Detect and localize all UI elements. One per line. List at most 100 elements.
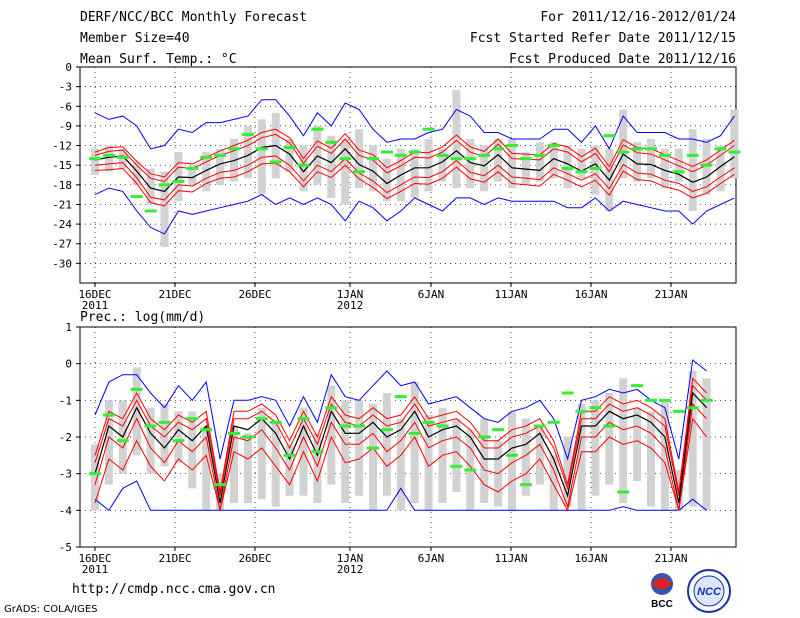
- range-bar: [188, 165, 197, 185]
- chart-title: DERF/NCC/BCC Monthly Forecast: [80, 10, 307, 25]
- range-bar: [619, 378, 628, 503]
- range-bar: [243, 125, 252, 179]
- range-bar: [563, 437, 572, 507]
- bcc-logo-text: BCC: [651, 599, 673, 610]
- range-bar: [633, 407, 642, 481]
- range-bar: [216, 148, 225, 185]
- y-tick-label: -6: [59, 100, 72, 113]
- x-tick-label: 1JAN: [337, 288, 364, 301]
- x-tick-label: 16DEC: [78, 552, 111, 565]
- range-bar: [605, 393, 614, 485]
- range-bar: [230, 426, 238, 503]
- range-bar: [369, 404, 377, 511]
- x-tick-label: 16JAN: [574, 552, 607, 565]
- y-tick-label: 0: [65, 61, 72, 74]
- range-bar: [327, 135, 336, 198]
- range-bar: [535, 426, 544, 485]
- range-bar: [549, 142, 558, 179]
- range-bar: [104, 400, 113, 485]
- series-max-blue: [94, 99, 735, 150]
- range-bar: [355, 400, 364, 496]
- range-bar: [188, 411, 197, 489]
- range-bar: [688, 129, 697, 211]
- range-bar: [146, 168, 155, 205]
- x-year-label: 2011: [82, 563, 109, 576]
- range-bar: [647, 139, 655, 179]
- range-bar: [452, 418, 461, 492]
- member-size: Member Size=40: [80, 31, 190, 46]
- range-bar: [202, 426, 211, 511]
- x-tick-label: 16DEC: [78, 288, 111, 301]
- x-year-label: 2012: [337, 299, 364, 312]
- header-left: DERF/NCC/BCC Monthly Forecast Member Siz…: [80, 10, 307, 73]
- range-bar: [424, 415, 433, 511]
- series-mean-black: [94, 144, 735, 193]
- chart-panel-precipitation: 1 0 -1 -2 -3 -4 -5 16DEC 21DEC 26DEC 1JAN 6JAN 11JAN…: [59, 321, 737, 576]
- range-bar: [577, 404, 586, 511]
- y-tick-label: -3: [59, 468, 72, 481]
- range-bar: [174, 411, 183, 463]
- range-bar: [508, 411, 516, 511]
- range-bar: [438, 148, 447, 182]
- range-bar: [702, 139, 711, 195]
- range-bar: [146, 407, 155, 474]
- range-bar: [257, 407, 266, 500]
- range-bar: [341, 400, 350, 503]
- x-tick-label: 21JAN: [654, 552, 687, 565]
- range-bar: [160, 171, 169, 247]
- variable-prec-label: Prec.: log(mm/d): [80, 310, 206, 325]
- range-bar: [132, 367, 141, 456]
- range-bar: [535, 142, 544, 182]
- y-tick-label: -9: [59, 120, 72, 133]
- y-tick-label: -21: [52, 198, 72, 211]
- x-tick-label: 11JAN: [494, 288, 527, 301]
- range-bar: [355, 129, 364, 189]
- range-bar: [382, 393, 391, 496]
- y-tick-label: -1: [59, 394, 72, 407]
- chart-panel-temperature: 0 -3 -6 -9 -12 -15 -18 -21 -24 -27 -30 16DEC 21DEC 26…: [52, 61, 741, 312]
- range-bar: [341, 139, 350, 205]
- range-bar: [563, 145, 572, 189]
- range-bar: [688, 371, 697, 507]
- fcst-started-date: Fcst Started Refer Date 2011/12/15: [469, 31, 736, 46]
- range-bar: [647, 411, 655, 507]
- range-bar: [591, 400, 600, 496]
- range-bar: [521, 152, 530, 185]
- x-tick-label: 21DEC: [158, 552, 191, 565]
- range-bar: [91, 444, 99, 511]
- ncc-logo-globe: [693, 575, 725, 607]
- y-tick-label: -24: [52, 218, 72, 231]
- variable-temp-label: Mean Surf. Temp.: °C: [80, 52, 237, 67]
- range-bar: [382, 158, 391, 202]
- range-bar: [452, 89, 461, 189]
- y-tick-label: -15: [52, 159, 72, 172]
- y-tick-label: -3: [59, 81, 72, 94]
- range-bar: [660, 400, 669, 511]
- range-bar: [285, 139, 294, 172]
- x-tick-label: 6JAN: [418, 288, 445, 301]
- header-right: For 2011/12/16-2012/01/24 Fcst Started R…: [470, 10, 736, 73]
- range-bar: [396, 418, 405, 511]
- y-tick-label: -18: [52, 179, 72, 192]
- range-bar: [243, 433, 252, 503]
- range-bar: [299, 145, 308, 192]
- range-bar: [160, 404, 169, 467]
- range-bar: [466, 139, 475, 189]
- x-tick-label: 6JAN: [418, 552, 445, 565]
- series-upper-red: [94, 384, 707, 496]
- grads-credit: GrADS: COLA/IGES: [4, 604, 98, 615]
- x-year-label: 2012: [337, 563, 364, 576]
- series-mean-black: [94, 391, 708, 504]
- range-bar: [104, 145, 113, 172]
- range-bar: [327, 385, 336, 485]
- range-bar: [480, 145, 489, 192]
- range-bar: [702, 378, 711, 511]
- range-bar: [424, 139, 433, 192]
- series-max-blue: [94, 359, 707, 461]
- range-bar: [674, 148, 683, 182]
- x-tick-label: 21JAN: [654, 288, 687, 301]
- series-upper-red: [94, 133, 735, 183]
- bcc-logo-swirl: [652, 578, 672, 589]
- footer-url[interactable]: http://cmdp.ncc.cma.gov.cn: [72, 582, 276, 597]
